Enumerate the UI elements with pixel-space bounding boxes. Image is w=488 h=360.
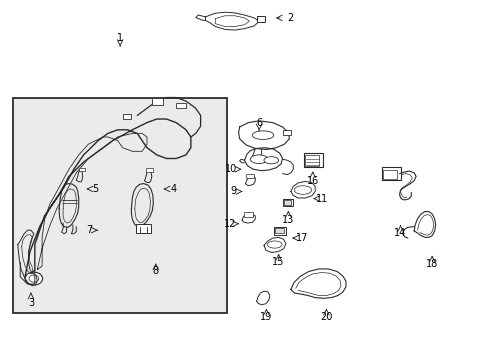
Text: 15: 15 [272,257,284,267]
Bar [136,224,151,233]
Text: 20: 20 [320,312,332,322]
Text: 1: 1 [117,33,123,43]
Circle shape [29,275,39,282]
Ellipse shape [267,241,282,248]
Bar [282,130,291,135]
Text: 14: 14 [394,228,406,238]
Bar [152,98,162,105]
Bar [275,228,284,233]
Text: 3: 3 [28,298,34,308]
Ellipse shape [250,155,267,163]
Bar [246,174,254,178]
Text: 2: 2 [287,13,293,23]
Ellipse shape [294,186,311,194]
Bar [122,114,131,119]
Bar [273,226,286,234]
Bar [243,212,253,217]
Text: 7: 7 [86,225,92,235]
Bar [256,16,265,22]
Bar [146,168,153,172]
Text: 11: 11 [316,194,328,204]
Ellipse shape [252,131,273,139]
Ellipse shape [264,157,278,164]
Bar [284,201,291,205]
Bar [176,103,185,108]
Text: 6: 6 [256,118,262,128]
Text: 13: 13 [282,215,294,225]
Text: 17: 17 [295,233,307,243]
Bar [304,153,322,167]
Text: 16: 16 [306,176,318,186]
Text: 9: 9 [230,186,236,197]
Text: 18: 18 [425,259,437,269]
Bar [383,170,396,179]
Bar [79,168,84,171]
Text: 5: 5 [92,184,99,194]
Circle shape [25,272,42,285]
Bar [305,155,319,166]
Bar [282,199,293,206]
Bar [381,167,400,180]
Text: 4: 4 [170,184,177,194]
Text: 19: 19 [260,312,272,322]
Text: 12: 12 [223,219,236,229]
Text: 10: 10 [224,164,237,174]
Text: 8: 8 [152,266,159,276]
Bar [13,98,227,313]
